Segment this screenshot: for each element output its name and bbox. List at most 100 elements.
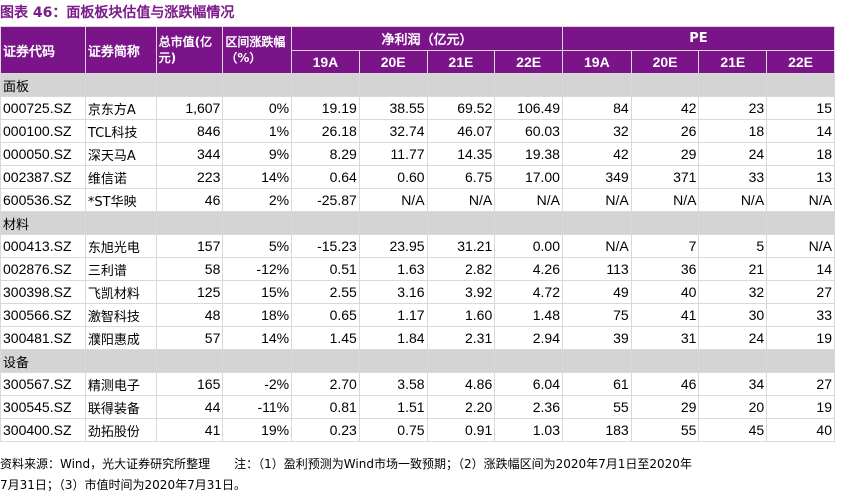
footnote: 资料来源：Wind，光大证券研究所整理 注：（1）盈利预测为Wind市场一致预期… [0,454,851,496]
pe-ratio: 24 [698,142,768,166]
security-code: 000413.SZ [0,234,86,258]
net-profit: 23.95 [358,234,428,258]
table-row: 000725.SZ 京东方A 1,607 0% 19.19 38.55 69.52 106.4… [0,96,835,120]
security-name: 激智科技 [84,303,157,327]
net-profit: 4.72 [494,280,563,304]
pe-ratio: 14 [766,119,835,143]
section-fill [84,73,157,97]
table-row: 300567.SZ 精测电子 165 -2% 2.70 3.58 4.86 6.04 61 46 3… [0,372,835,396]
security-name: 深天马A [84,142,157,166]
pe-ratio: 5 [698,234,768,258]
pe-ratio: 32 [561,119,632,143]
header-profit-year: 21E [426,50,496,74]
net-profit: 6.04 [494,372,563,396]
table-row: 300566.SZ 激智科技 48 18% 0.65 1.17 1.60 1.48 75 41 30… [0,303,835,327]
net-profit: 0.64 [291,165,360,189]
net-profit: 0.81 [291,395,360,419]
header-pe-year: 22E [766,50,835,74]
net-profit: 2.55 [291,280,360,304]
header-profit-year: 19A [291,50,360,74]
section-fill [766,211,835,235]
net-profit: 26.18 [291,119,360,143]
table-row: 002387.SZ 维信诺 223 14% 0.64 0.60 6.75 17.00 349 37… [0,165,835,189]
pe-ratio: 21 [698,257,768,281]
section-fill [561,211,632,235]
header-pe: PE [561,26,836,51]
pe-ratio: 45 [698,418,768,442]
market-cap: 58 [155,257,224,281]
pe-ratio: 19 [766,326,835,350]
section-fill [84,349,157,373]
pe-ratio: 31 [630,326,700,350]
market-cap: 41 [155,418,224,442]
section-fill [155,349,224,373]
price-change: -2% [222,372,293,396]
pe-ratio: 32 [698,280,768,304]
market-cap: 344 [155,142,224,166]
section-row: 材料 [0,211,835,235]
pe-ratio: 84 [561,96,632,120]
market-cap: 223 [155,165,224,189]
pe-ratio: 75 [561,303,632,327]
header-change: 区间涨跌幅（%） [222,26,293,74]
net-profit: N/A [358,188,428,212]
security-name: 维信诺 [84,165,157,189]
pe-ratio: N/A [766,234,835,258]
security-code: 300398.SZ [0,280,86,304]
net-profit: 6.75 [426,165,496,189]
pe-ratio: 41 [630,303,700,327]
net-profit: 32.74 [358,119,428,143]
price-change: 19% [222,418,293,442]
pe-ratio: 7 [630,234,700,258]
security-code: 002387.SZ [0,165,86,189]
net-profit: 11.77 [358,142,428,166]
pe-ratio: 18 [698,119,768,143]
section-row: 面板 [0,73,835,97]
section-fill [358,73,428,97]
pe-ratio: 24 [698,326,768,350]
net-profit: 1.60 [426,303,496,327]
pe-ratio: 14 [766,257,835,281]
security-code: 002876.SZ [0,257,86,281]
security-name: 三利谱 [84,257,157,281]
table-row: 300398.SZ 飞凯材料 125 15% 2.55 3.16 3.92 4.72 49 40 3… [0,280,835,304]
net-profit: N/A [426,188,496,212]
section-fill [358,211,428,235]
net-profit: 0.00 [494,234,563,258]
price-change: -11% [222,395,293,419]
market-cap: 165 [155,372,224,396]
section-fill [630,211,700,235]
security-name: 飞凯材料 [84,280,157,304]
pe-ratio: 55 [630,418,700,442]
section-fill [426,349,496,373]
pe-ratio: 34 [698,372,768,396]
net-profit: 1.03 [494,418,563,442]
market-cap: 157 [155,234,224,258]
pe-ratio: 349 [561,165,632,189]
net-profit: 2.31 [426,326,496,350]
net-profit: 4.26 [494,257,563,281]
market-cap: 57 [155,326,224,350]
net-profit: 19.38 [494,142,563,166]
section-fill [494,349,563,373]
security-name: 联得装备 [84,395,157,419]
pe-ratio: 27 [766,372,835,396]
footnote-line-1: 资料来源：Wind，光大证券研究所整理 注：（1）盈利预测为Wind市场一致预期… [0,457,692,471]
section-fill [291,73,360,97]
net-profit: 0.23 [291,418,360,442]
net-profit: 4.86 [426,372,496,396]
market-cap: 846 [155,119,224,143]
pe-ratio: 49 [561,280,632,304]
section-fill [494,211,563,235]
pe-ratio: 61 [561,372,632,396]
pe-ratio: 27 [766,280,835,304]
section-fill [561,73,632,97]
net-profit: 3.92 [426,280,496,304]
section-label: 材料 [0,211,86,235]
net-profit: 2.20 [426,395,496,419]
net-profit: N/A [494,188,563,212]
table-row: 002876.SZ 三利谱 58 -12% 0.51 1.63 2.82 4.26 113 36 2… [0,257,835,281]
market-cap: 46 [155,188,224,212]
header-profit-year: 20E [358,50,428,74]
market-cap: 44 [155,395,224,419]
